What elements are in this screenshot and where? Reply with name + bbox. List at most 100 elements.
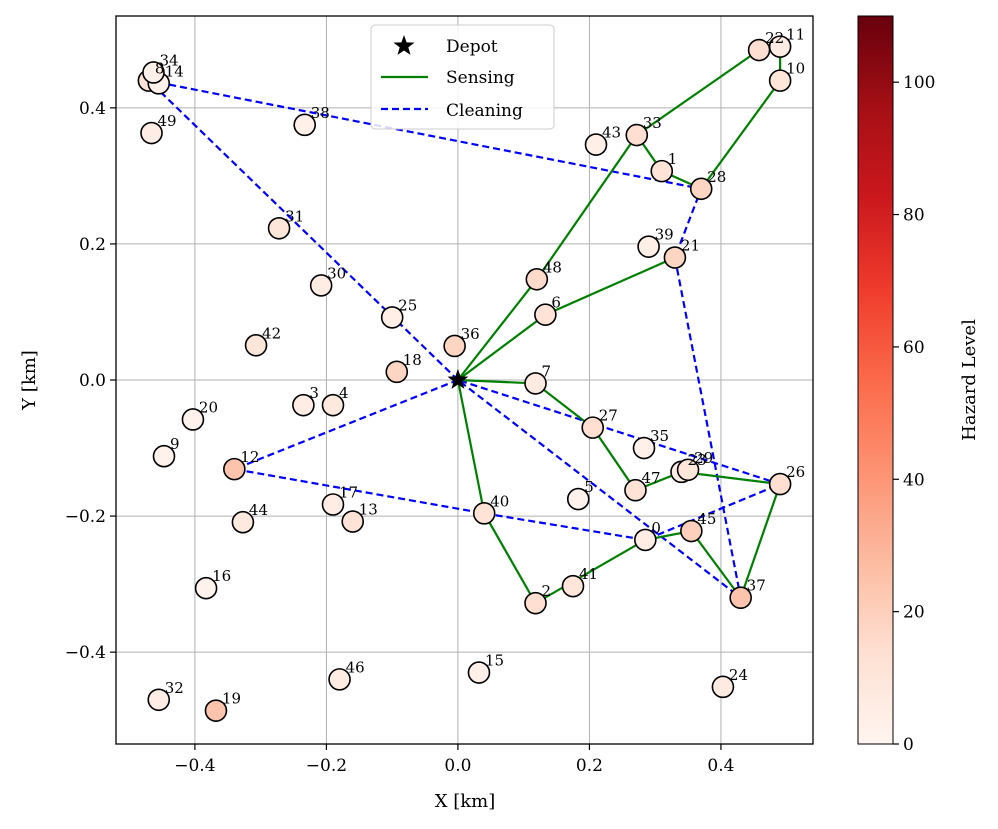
node-id-label: 7 [542, 362, 552, 380]
node-marker [385, 360, 409, 384]
node-marker [581, 416, 605, 439]
node-marker [524, 372, 547, 395]
node-marker [309, 274, 333, 297]
node-id-label: 36 [461, 325, 480, 343]
y-tick-label: 0.4 [79, 99, 106, 119]
node-id-label: 33 [643, 114, 662, 132]
node-id-label: 24 [729, 666, 748, 684]
node-id-label: 39 [655, 226, 674, 244]
node-marker [328, 668, 351, 691]
node-marker [584, 133, 608, 156]
node-marker [689, 177, 713, 201]
node-id-label: 46 [346, 658, 365, 676]
node-marker [231, 510, 255, 534]
cleaning-route-line [230, 378, 784, 542]
colorbar-tick-label: 60 [903, 338, 925, 358]
colorbar-label: Hazard Level [959, 319, 980, 441]
colorbar-tick-label: 40 [903, 470, 925, 490]
colorbar-gradient [857, 15, 894, 745]
node-marker [292, 393, 315, 417]
node-marker [524, 591, 547, 615]
x-tick-label: −0.4 [174, 756, 215, 776]
node-id-label: 31 [285, 207, 304, 225]
colorbar-tick-label: 100 [903, 73, 935, 93]
node-id-label: 16 [212, 567, 231, 585]
node-id-label: 34 [159, 51, 178, 69]
y-tick-label: −0.4 [65, 643, 106, 663]
colorbar-tick-label: 80 [903, 206, 925, 226]
node-id-label: 21 [681, 237, 700, 255]
node-marker [566, 487, 590, 511]
node-marker [142, 61, 165, 84]
node-marker [204, 699, 228, 722]
node-id-label: 40 [490, 492, 509, 510]
depot-star [447, 369, 469, 389]
legend-box [370, 24, 555, 130]
node-id-label: 42 [262, 324, 281, 342]
node-marker [561, 574, 585, 598]
node-marker [467, 661, 491, 684]
node-id-label: 43 [602, 124, 621, 142]
node-marker [624, 478, 647, 502]
legend-depot-marker [393, 35, 415, 55]
node-id-label: 20 [199, 398, 218, 416]
node-id-label: 32 [165, 679, 184, 697]
node-marker [625, 123, 649, 147]
node-marker [443, 334, 466, 358]
y-tick-label: 0.0 [79, 371, 106, 391]
node-marker [534, 303, 557, 326]
node-marker [768, 69, 792, 92]
node-id-label: 37 [747, 577, 766, 595]
node-marker [147, 688, 171, 712]
colorbar-tick-label: 0 [903, 735, 914, 755]
node-marker [380, 306, 404, 329]
node-marker [472, 502, 496, 525]
node-id-label: 47 [641, 469, 660, 487]
depot-marker [447, 369, 469, 389]
cleaning-route-line [145, 78, 743, 601]
node-id-label: 48 [543, 258, 562, 276]
node-marker [341, 510, 365, 533]
node-marker [223, 457, 246, 481]
x-tick-label: 0.4 [707, 756, 734, 776]
node-id-label: 11 [786, 26, 805, 44]
node-id-label: 19 [222, 690, 241, 708]
node-id-label: 5 [584, 478, 594, 496]
node-marker [293, 113, 317, 137]
node-marker [152, 444, 176, 468]
x-tick-label: 0.0 [444, 756, 471, 776]
cleaning-routes [145, 78, 784, 601]
node-marker [181, 408, 205, 431]
colorbar-ticks: 0 20 40 60 80 100 [893, 73, 935, 755]
y-axis-ticks: −0.4 −0.2 0.0 0.2 0.4 [65, 99, 116, 663]
y-tick-label: −0.2 [65, 507, 106, 527]
x-axis-label: X [km] [435, 791, 496, 812]
node-id-label: 15 [485, 652, 504, 670]
node-id-label: 26 [786, 463, 805, 481]
node-id-label: 17 [339, 484, 358, 502]
legend-cleaning-label: Cleaning [446, 101, 523, 121]
node-id-label: 13 [359, 501, 378, 519]
node-id-label: 3 [309, 384, 319, 402]
node-id-label: 28 [707, 168, 726, 186]
node-id-label: 10 [786, 60, 805, 78]
node-marker [634, 528, 657, 552]
node-marker [244, 334, 268, 357]
colorbar: 0 20 40 60 80 100 Hazard Level [857, 15, 980, 755]
node-marker [663, 246, 687, 269]
node-id-label: 14 [165, 62, 184, 80]
node-marker [525, 268, 549, 291]
node-id-label: 8 [155, 60, 165, 78]
node-id-label: 9 [170, 435, 180, 453]
node-id-label: 44 [249, 501, 268, 519]
node-id-label: 25 [398, 296, 417, 314]
node-id-label: 23 [687, 451, 706, 469]
node-id-label: 1 [668, 150, 678, 168]
node-marker [632, 436, 656, 460]
node-marker [140, 121, 163, 145]
node-marker [711, 675, 735, 699]
node-id-label: 18 [403, 351, 422, 369]
